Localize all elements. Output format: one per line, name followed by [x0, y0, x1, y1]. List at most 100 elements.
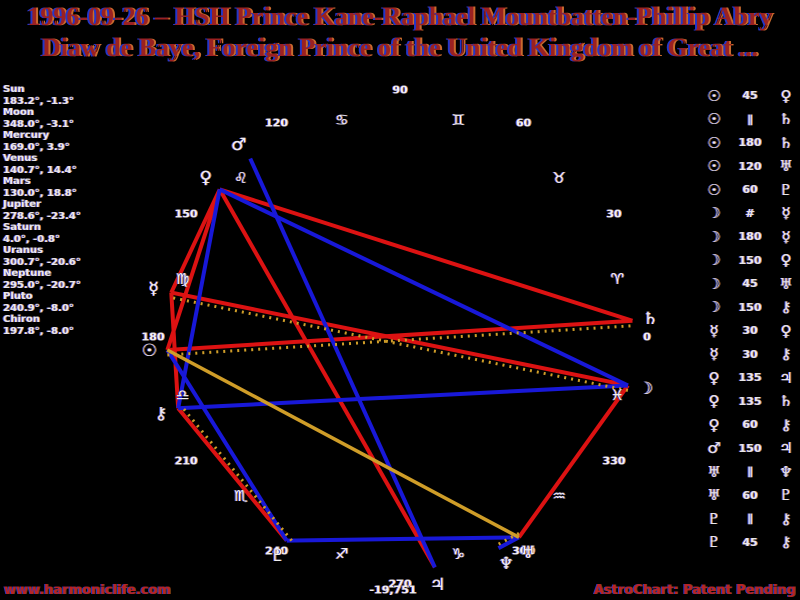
aspect-angle: ∥ — [747, 512, 753, 526]
patent-notice: AstroChart: Patent Pending — [593, 583, 796, 598]
aspect-planet1-glyph: ☉ — [707, 157, 721, 176]
aspect-angle: 60 — [742, 488, 758, 502]
aspect-angle: 45 — [742, 89, 758, 103]
aspect-row-15: ♂ 150 ♃ — [704, 437, 796, 461]
aspect-line-uranus-pluto — [286, 535, 519, 543]
sign-glyph-virgo: ♍ — [175, 269, 190, 288]
aspect-line-uranus-neptune — [497, 535, 520, 550]
aspect-planet2-glyph: ⚷ — [780, 415, 792, 434]
aspect-row-16: ♅ ∥ ♆ — [704, 460, 796, 484]
aspect-planet1-glyph: ☿ — [709, 345, 719, 364]
sign-glyph-libra: ♎ — [175, 386, 190, 405]
aspect-line-sun-saturn — [167, 324, 633, 357]
aspect-angle: 30 — [742, 324, 758, 338]
aspect-angle: 45 — [742, 535, 758, 549]
planet-glyph-chiron: ⚷ — [154, 403, 168, 424]
aspect-line-mercury-venus — [169, 188, 222, 294]
aspect-planet2-glyph: ♇ — [779, 486, 793, 505]
planet-name-venus: Venus — [3, 153, 38, 164]
aspect-line-sun-saturn — [167, 318, 633, 353]
sign-glyph-taurus: ♉ — [552, 168, 566, 187]
planet-positions-panel: Sun 183.2°, -1.3° Moon 348.0°, -3.1° Mercury… — [3, 84, 81, 337]
angle-label-270: 270 — [388, 577, 412, 591]
aspect-planet2-glyph: ♄ — [779, 392, 793, 411]
planet-name-neptune: Neptune — [3, 268, 52, 279]
aspect-planet1-glyph: ☽ — [707, 227, 721, 246]
aspect-angle: 180 — [738, 230, 762, 244]
aspect-planet1-glyph: ♂ — [707, 439, 721, 458]
aspect-row-0: ☉ 45 ♀ — [704, 84, 796, 108]
chart-extra-label-0: -19,751 — [369, 583, 417, 597]
aspect-angle: 180 — [738, 136, 762, 150]
planet-glyph-pluto: ♇ — [270, 546, 286, 567]
angle-label-30: 30 — [606, 207, 622, 220]
aspect-planet1-glyph: ☽ — [707, 204, 721, 223]
planet-glyph-jupiter: ♃ — [429, 575, 446, 596]
aspect-planet1-glyph: ♇ — [707, 509, 721, 528]
aspect-row-4: ☉ 60 ♇ — [704, 178, 796, 202]
aspect-planet2-glyph: ♀ — [780, 251, 792, 270]
aspect-angle: ∥ — [747, 112, 753, 126]
planet-position-moon: 348.0°, -3.1° — [3, 118, 74, 130]
aspect-line-sun-pluto — [165, 348, 289, 542]
planet-name-pluto: Pluto — [3, 291, 33, 302]
planet-name-mars: Mars — [3, 176, 31, 187]
planet-position-jupiter: 278.6°, -23.4° — [3, 210, 81, 222]
planet-position-pluto: 240.9°, -8.0° — [3, 302, 74, 314]
aspect-line-sun-uranus — [166, 348, 520, 539]
aspect-angle: 150 — [738, 300, 762, 314]
aspect-angle: 30 — [742, 347, 758, 361]
aspect-row-3: ☉ 120 ♅ — [704, 155, 796, 179]
angle-label-120: 120 — [265, 116, 288, 130]
planet-position-sun: 183.2°, -1.3° — [3, 95, 74, 107]
aspect-planet2-glyph: ☿ — [781, 227, 791, 246]
aspect-planet1-glyph: ☉ — [707, 86, 721, 105]
aspect-row-13: ♀ 135 ♄ — [704, 390, 796, 414]
aspect-row-5: ☽ # ☿ — [704, 202, 796, 226]
aspect-planet1-glyph: ☽ — [707, 298, 721, 317]
aspect-line-venus-jupiter — [217, 188, 437, 569]
aspect-planet1-glyph: ☽ — [707, 251, 721, 270]
planet-glyph-mars: ♂ — [231, 134, 247, 155]
website-url: www.harmoniclife.com — [4, 583, 171, 598]
aspect-planet1-glyph: ☿ — [709, 321, 719, 340]
aspect-planet2-glyph: ♃ — [779, 368, 793, 387]
planet-glyph-venus: ♀ — [199, 168, 212, 189]
planet-name-saturn: Saturn — [3, 222, 41, 233]
aspect-line-moon-uranus — [517, 384, 630, 539]
aspect-row-9: ☽ 150 ⚷ — [704, 296, 796, 320]
sign-glyph-sagittarius: ♐ — [335, 545, 349, 564]
planet-position-venus: 140.7°, 14.4° — [3, 164, 77, 176]
aspect-planet1-glyph: ♅ — [707, 462, 721, 481]
aspect-planet2-glyph: ♅ — [779, 274, 793, 293]
aspect-row-18: ♇ ∥ ⚷ — [704, 507, 796, 531]
aspect-line-mercury-chiron — [169, 292, 181, 409]
planet-glyph-moon: ☽ — [637, 379, 654, 400]
chart-title: 1996-09-26 – HSH Prince Kane-Raphael Mou… — [0, 1, 800, 63]
aspect-row-10: ☿ 30 ♀ — [704, 319, 796, 343]
aspect-line-moon-mercury — [170, 296, 629, 392]
aspect-line-pluto-chiron — [176, 406, 289, 542]
planet-position-mercury: 169.0°, 3.9° — [3, 141, 70, 153]
aspect-planet1-glyph: ♇ — [707, 533, 721, 552]
aspect-angle: 135 — [738, 371, 762, 385]
aspect-row-6: ☽ 180 ☿ — [704, 225, 796, 249]
aspect-planet1-glyph: ☉ — [707, 180, 721, 199]
aspect-row-11: ☿ 30 ⚷ — [704, 343, 796, 367]
planet-glyph-neptune: ♆ — [498, 554, 514, 575]
sign-glyph-scorpio: ♏ — [234, 487, 248, 506]
aspect-planet2-glyph: ♄ — [779, 110, 793, 129]
planet-name-mercury: Mercury — [3, 130, 50, 141]
aspect-row-1: ☉ ∥ ♄ — [704, 108, 796, 132]
sign-glyph-pisces: ♓ — [610, 386, 625, 405]
sign-glyph-capricorn: ♑ — [451, 545, 465, 564]
aspect-planet1-glyph: ☉ — [707, 133, 721, 152]
aspect-line-moon-venus — [218, 187, 629, 388]
angle-label-300: 300 — [512, 544, 535, 558]
sign-glyph-gemini: ♊ — [451, 110, 465, 129]
sign-glyph-aries: ♈ — [610, 269, 625, 288]
aspect-row-7: ☽ 150 ♀ — [704, 249, 796, 273]
aspect-line-pluto-chiron — [181, 407, 293, 542]
aspect-angle: 135 — [738, 394, 762, 408]
